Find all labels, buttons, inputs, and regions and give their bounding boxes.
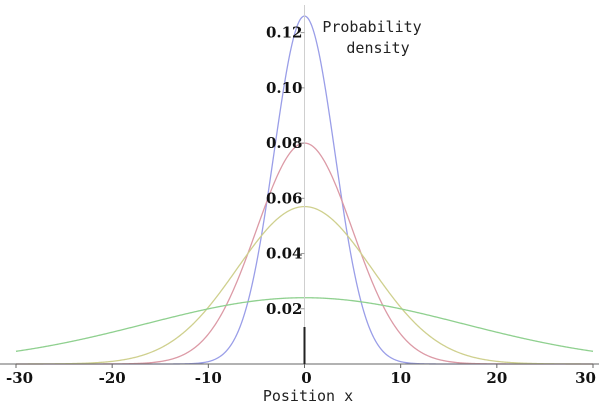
y-tick-label: 0.02 [266, 300, 303, 318]
y-tick-label: 0.12 [266, 24, 303, 42]
y-tick-label: 0.04 [266, 245, 303, 263]
x-axis-label: Position x [263, 387, 353, 405]
x-tick-label: -20 [99, 369, 126, 387]
x-tick-group: -30 -20 -10 0 10 20 30 [6, 364, 596, 387]
y-axis-label-line-1: Probability [322, 18, 421, 36]
y-tick-label: 0.10 [266, 79, 303, 97]
x-tick-label: 10 [390, 369, 411, 387]
y-axis-label-line-2: density [346, 39, 409, 57]
x-tick-label: 30 [575, 369, 596, 387]
x-tick-label: 20 [486, 369, 507, 387]
y-tick-label: 0.08 [266, 134, 303, 152]
y-tick-label: 0.06 [266, 189, 303, 207]
x-tick-label: 0 [301, 369, 311, 387]
x-tick-label: -30 [6, 369, 33, 387]
x-tick-label: -10 [195, 369, 222, 387]
y-tick-group: 0.02 0.04 0.06 0.08 0.10 0.12 [266, 24, 305, 318]
